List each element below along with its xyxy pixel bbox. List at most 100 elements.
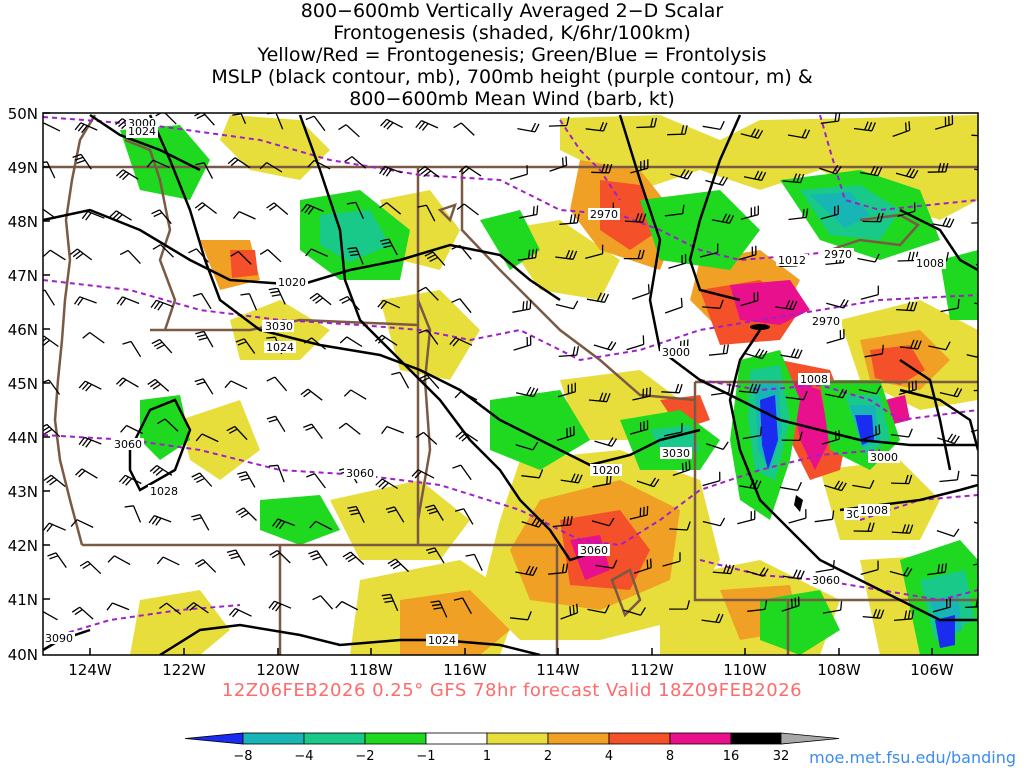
height-label: 30 bbox=[846, 508, 860, 521]
wind-barb bbox=[705, 441, 729, 451]
wind-barb bbox=[417, 204, 436, 222]
wind-barb bbox=[266, 376, 288, 392]
wind-barb bbox=[411, 469, 435, 479]
wind-barb bbox=[339, 336, 363, 348]
wind-barb bbox=[303, 423, 323, 439]
wind-barb bbox=[78, 436, 102, 448]
height-label: 3090 bbox=[45, 632, 73, 645]
wind-barb bbox=[194, 202, 217, 215]
wind-barb bbox=[973, 389, 978, 392]
wind-barb bbox=[782, 173, 805, 184]
lon-tick-label: 110W bbox=[723, 661, 767, 679]
lat-tick-label: 49N bbox=[8, 159, 38, 177]
wind-barb bbox=[425, 547, 445, 564]
wind-barb bbox=[699, 243, 719, 258]
wind-barb bbox=[347, 505, 365, 523]
wind-barb bbox=[453, 122, 475, 136]
wind-barb bbox=[672, 460, 691, 477]
colorbar-tick-label: −8 bbox=[233, 749, 252, 764]
wind-barb bbox=[232, 211, 256, 220]
wind-barb bbox=[73, 296, 97, 306]
wind-barb bbox=[552, 515, 573, 528]
wind-barb bbox=[74, 122, 98, 134]
wind-barb bbox=[309, 292, 332, 306]
wind-barb bbox=[785, 391, 808, 401]
wind-barb bbox=[512, 299, 532, 313]
wind-barb bbox=[75, 468, 98, 479]
lon-tick-label: 108W bbox=[817, 661, 861, 679]
wind-barb bbox=[107, 555, 131, 566]
wind-barb bbox=[78, 380, 102, 392]
wind-barb bbox=[235, 507, 257, 521]
wind-barb bbox=[664, 204, 685, 217]
wind-barb bbox=[194, 559, 217, 573]
wind-barb bbox=[889, 567, 913, 577]
wind-barb bbox=[853, 121, 876, 132]
colorbar-tick-label: −4 bbox=[294, 749, 313, 764]
colorbar-segment bbox=[547, 732, 610, 745]
wind-barb bbox=[740, 128, 764, 139]
wind-barb bbox=[636, 477, 660, 488]
wind-barb bbox=[890, 428, 913, 438]
wind-barb bbox=[465, 553, 483, 571]
wind-barb bbox=[272, 518, 295, 530]
wind-barb bbox=[509, 165, 528, 180]
wind-barb bbox=[454, 508, 474, 525]
wind-barb bbox=[781, 596, 800, 612]
wind-barb bbox=[150, 299, 174, 311]
wind-barb bbox=[425, 504, 444, 521]
wind-barb bbox=[159, 602, 182, 615]
wind-barb bbox=[747, 600, 768, 612]
wind-barb bbox=[891, 524, 914, 534]
wind-barb bbox=[857, 253, 880, 263]
wind-barb bbox=[194, 113, 215, 126]
wind-barb bbox=[555, 300, 579, 310]
wind-barb bbox=[631, 284, 650, 300]
wind-barb bbox=[235, 338, 256, 354]
wind-barb bbox=[974, 168, 978, 171]
wind-barb bbox=[515, 565, 538, 577]
wind-barb bbox=[820, 205, 839, 220]
wind-barb bbox=[702, 299, 724, 309]
wind-barb bbox=[312, 595, 334, 610]
wind-barb bbox=[188, 248, 209, 263]
mslp-label: 1012 bbox=[778, 254, 806, 267]
lat-tick-label: 44N bbox=[8, 429, 38, 447]
wind-barb bbox=[822, 601, 843, 614]
colorbar-tick-label: 2 bbox=[544, 749, 552, 764]
wind-barb bbox=[591, 517, 615, 527]
wind-barb bbox=[548, 563, 569, 575]
colorbar-segment bbox=[669, 732, 732, 745]
wind-barb bbox=[124, 505, 142, 523]
title-line-1: 800−600mb Vertically Averaged 2−D Scalar bbox=[300, 0, 724, 22]
wind-barb bbox=[515, 441, 539, 451]
wind-barb bbox=[418, 374, 440, 390]
wind-barb bbox=[701, 613, 724, 624]
mslp-contours bbox=[43, 113, 978, 655]
wind-barb bbox=[430, 600, 448, 618]
wind-barb bbox=[156, 418, 179, 432]
wind-barb bbox=[338, 124, 360, 138]
title-line-5: 800−600mb Mean Wind (barb, kt) bbox=[349, 88, 675, 110]
wind-barb bbox=[555, 249, 578, 260]
wind-barb bbox=[517, 122, 540, 133]
wind-barb bbox=[194, 378, 214, 395]
wind-barb bbox=[624, 213, 647, 223]
wind-barb bbox=[971, 134, 978, 137]
wind-barb bbox=[669, 521, 691, 531]
wind-barb bbox=[259, 249, 282, 263]
wind-barb bbox=[387, 558, 410, 573]
wind-barb bbox=[927, 162, 949, 173]
wind-barb bbox=[195, 162, 214, 179]
height-label: 2970 bbox=[590, 208, 618, 221]
wind-barb bbox=[859, 165, 883, 177]
wind-barb bbox=[424, 251, 446, 266]
wind-barb bbox=[742, 426, 763, 440]
wind-barb bbox=[195, 330, 214, 348]
wind-barb bbox=[711, 383, 731, 396]
wind-barb bbox=[548, 116, 570, 127]
wind-barb bbox=[815, 560, 835, 573]
wind-barb bbox=[668, 254, 687, 269]
wind-barb bbox=[338, 422, 361, 435]
